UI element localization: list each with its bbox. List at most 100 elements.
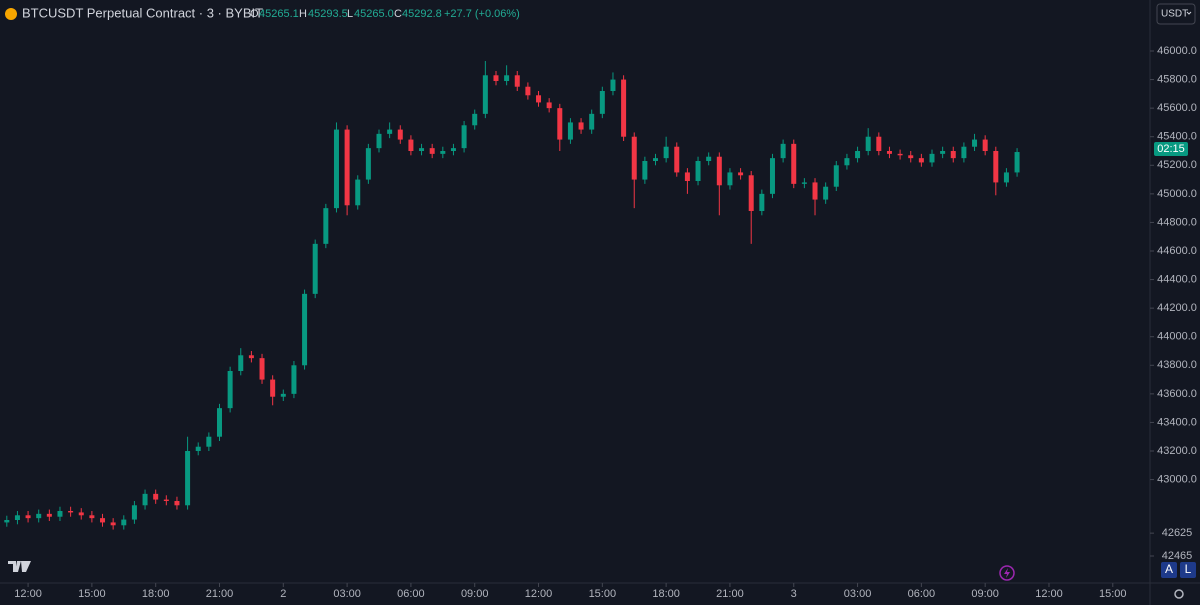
candle-body [355, 179, 361, 206]
plot [4, 61, 1020, 530]
y-tick-label: 43600.0 [1157, 388, 1197, 400]
y-tick-label: 44000.0 [1157, 331, 1197, 343]
candle-body [759, 193, 765, 211]
candle-body [897, 153, 903, 156]
candle-body [36, 513, 42, 519]
auto-box[interactable] [1161, 562, 1177, 578]
candle-body [121, 519, 127, 526]
candle-body [663, 146, 669, 159]
candle-body [397, 129, 403, 140]
candle-body [185, 451, 191, 506]
candle-body [344, 129, 350, 206]
countdown-box [1154, 142, 1188, 156]
candle-body [57, 511, 63, 517]
candle-body [844, 158, 850, 166]
logo-shape[interactable] [8, 561, 31, 572]
candle-body [621, 79, 627, 137]
h-label: H [299, 8, 307, 20]
candle-body [312, 243, 318, 294]
candle-body [950, 151, 956, 159]
candle-body [387, 129, 393, 134]
candle-body [780, 143, 786, 159]
y-tick-label: 43200.0 [1157, 445, 1197, 457]
candle-body [684, 172, 690, 181]
candle-body [280, 393, 286, 397]
candle-body [961, 146, 967, 159]
x-tick-label: 18:00 [142, 588, 170, 600]
x-tick-label: 15:00 [589, 588, 617, 600]
candle-body [727, 172, 733, 186]
x-tick-label: 12:00 [14, 588, 42, 600]
log-button[interactable]: L [1180, 562, 1196, 578]
lightning-button[interactable] [999, 565, 1015, 581]
candle-body [514, 75, 520, 87]
candle-body [812, 182, 818, 200]
auto-button[interactable]: A [1161, 562, 1177, 578]
settings-icon[interactable] [1174, 589, 1184, 599]
candle-body [493, 75, 499, 81]
dropdown-arrow[interactable] [1186, 11, 1192, 15]
y-tick-label: 44800.0 [1157, 216, 1197, 228]
lightning-circle[interactable] [999, 565, 1015, 581]
c-value: 45292.8 [402, 8, 442, 20]
candle-body [504, 75, 510, 81]
tv-logo[interactable] [8, 561, 31, 572]
candle-body [706, 156, 712, 161]
candle-body [195, 446, 201, 451]
countdown-tag: 02:15 [1154, 142, 1188, 156]
candle-body [408, 139, 414, 151]
y-tick-label: 45800.0 [1157, 73, 1197, 85]
candle-body [216, 408, 222, 437]
candle-body [865, 136, 871, 151]
candle-body [206, 436, 212, 447]
candle-body [546, 102, 552, 109]
countdown: 02:15 [1157, 143, 1185, 155]
y-tick-label: 45000.0 [1157, 188, 1197, 200]
currency-box[interactable] [1156, 3, 1196, 25]
currency-button[interactable]: USDT [1156, 3, 1196, 25]
h-value: 45293.5 [308, 8, 348, 20]
candle-body [769, 158, 775, 194]
candle-body [429, 148, 435, 154]
candle-body [525, 86, 531, 96]
x-tick-label: 06:00 [908, 588, 936, 600]
x-tick-label: 12:00 [525, 588, 553, 600]
legend: BTCUSDT Perpetual Contract · 3 · BYBIT O… [5, 5, 520, 20]
log[interactable]: L [1185, 562, 1192, 576]
candle-body [131, 505, 137, 520]
candle-body [674, 146, 680, 173]
settings-button[interactable] [1174, 589, 1184, 599]
candle-body [365, 148, 371, 180]
candle-body [567, 122, 573, 140]
candle-body [940, 151, 946, 154]
candle-body [908, 155, 914, 159]
candle-body [876, 136, 882, 151]
candle-body [419, 148, 425, 151]
x-tick-label: 15:00 [1099, 588, 1127, 600]
candle-body [1003, 172, 1009, 183]
o-value: 45265.1 [259, 8, 299, 20]
candle-body [450, 148, 456, 151]
candle-body [89, 515, 95, 519]
y-tick-label: 44400.0 [1157, 273, 1197, 285]
candle-body [791, 143, 797, 184]
candle-body [833, 165, 839, 187]
y-tick-label: 43000.0 [1157, 473, 1197, 485]
symbol: BTCUSDT Perpetual Contract · 3 · BYBIT [22, 5, 263, 20]
candle-body [578, 122, 584, 130]
candle-body [174, 501, 180, 506]
candle-body [14, 515, 20, 520]
l-label: L [347, 8, 353, 20]
auto[interactable]: A [1165, 562, 1173, 576]
currency[interactable]: USDT [1161, 9, 1188, 20]
candle-body [589, 113, 595, 130]
candle-body [291, 365, 297, 394]
lightning-icon[interactable] [1004, 568, 1010, 578]
candle-body [929, 153, 935, 163]
y-tick-label: 45400.0 [1157, 131, 1197, 143]
y-tick-label: 44200.0 [1157, 302, 1197, 314]
l-value: 45265.0 [354, 8, 394, 20]
log-box[interactable] [1180, 562, 1196, 578]
